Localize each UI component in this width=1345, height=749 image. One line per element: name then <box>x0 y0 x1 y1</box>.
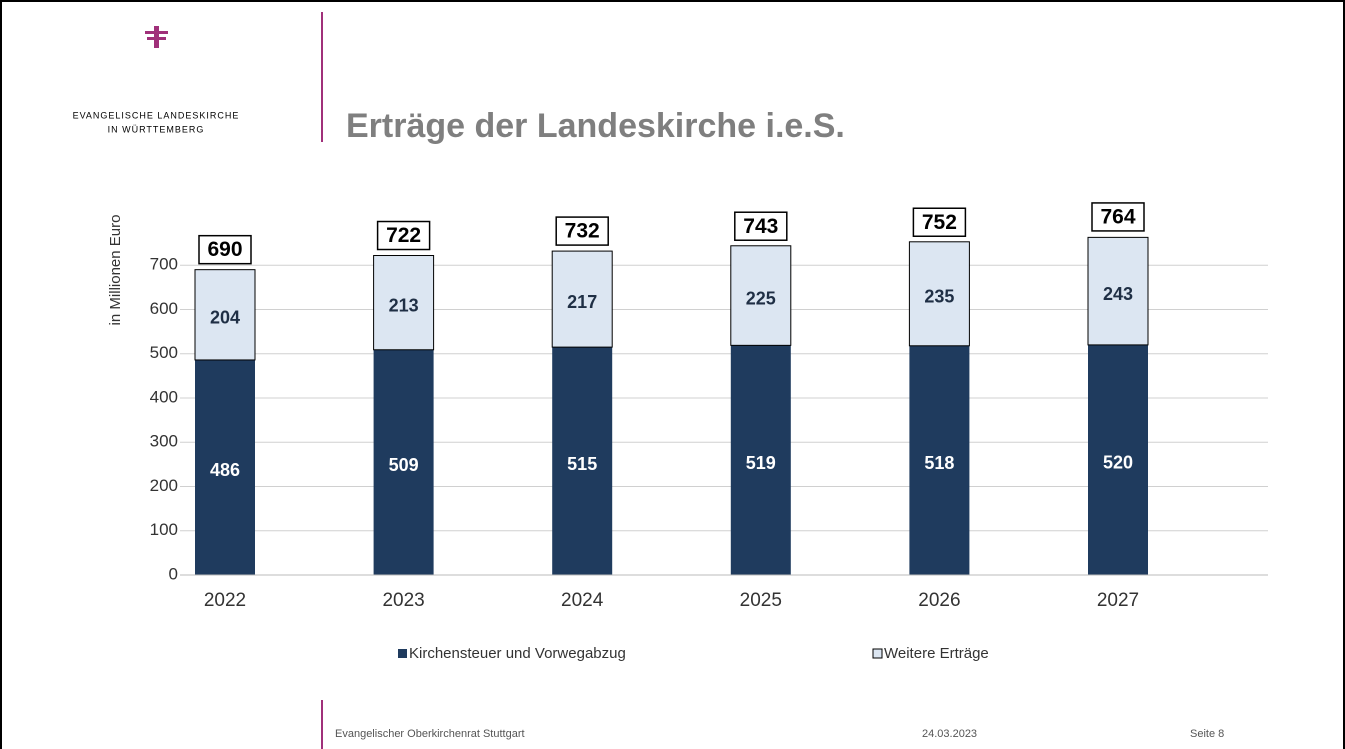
total-box <box>198 234 252 265</box>
bar-segment <box>373 255 435 351</box>
bar-segment <box>194 269 256 361</box>
org-name: In Württemberg <box>108 124 205 134</box>
bar-segment <box>195 359 255 575</box>
bar-segment <box>908 241 970 347</box>
legend-swatch <box>398 649 407 658</box>
footer-text: Evangelischer Oberkirchenrat Stuttgart <box>335 728 525 740</box>
total-box <box>912 207 967 237</box>
data-label: 520 <box>1103 453 1133 473</box>
data-label: 515 <box>567 454 597 474</box>
x-tick-label: 2027 <box>1097 590 1139 611</box>
total-box <box>555 216 609 246</box>
data-label: 509 <box>389 455 419 475</box>
data-label: 225 <box>746 288 776 308</box>
legend-label: Weitere Erträge <box>884 645 989 662</box>
total-label: 722 <box>386 224 421 247</box>
data-label: 519 <box>746 453 776 473</box>
data-label: 213 <box>389 295 419 315</box>
total-box <box>1091 202 1145 232</box>
bar-segment <box>909 345 970 575</box>
y-tick-label: 500 <box>150 343 178 362</box>
x-tick-label: 2025 <box>740 590 782 611</box>
data-label: 518 <box>924 453 954 473</box>
total-label: 743 <box>743 215 778 238</box>
footer-page: Seite 8 <box>1190 728 1224 740</box>
y-tick-label: 700 <box>150 255 178 274</box>
data-label: 486 <box>210 460 240 480</box>
bar-segment <box>730 345 791 575</box>
x-tick-label: 2022 <box>204 590 246 611</box>
data-label: 243 <box>1103 284 1133 304</box>
y-tick-label: 600 <box>150 299 178 318</box>
bar-segment <box>552 347 613 575</box>
x-tick-label: 2023 <box>382 590 424 611</box>
logo-cross <box>145 26 168 48</box>
y-tick-label: 400 <box>150 387 178 406</box>
y-tick-label: 300 <box>150 432 178 451</box>
bar-segment <box>373 349 434 575</box>
total-box <box>734 211 788 241</box>
data-label: 217 <box>567 292 597 312</box>
x-tick-label: 2024 <box>561 590 604 611</box>
y-tick-label: 0 <box>169 564 178 583</box>
total-label: 752 <box>922 211 957 234</box>
chart-title: Erträge der Landeskirche i.e.S. <box>346 107 845 145</box>
x-tick-label: 2026 <box>918 590 960 611</box>
legend-label: Kirchensteuer und Vorwegabzug <box>409 645 626 662</box>
total-label: 764 <box>1100 205 1135 228</box>
bar-segment <box>551 250 613 348</box>
data-label: 235 <box>924 287 954 307</box>
bar-segment <box>1088 344 1148 575</box>
total-box <box>376 220 431 251</box>
total-label: 732 <box>565 220 600 243</box>
bar-segment <box>730 245 792 346</box>
data-label: 204 <box>210 308 240 328</box>
y-tick-label: 200 <box>150 476 178 495</box>
legend-swatch <box>872 648 883 659</box>
footer-date: 24.03.2023 <box>922 728 977 740</box>
total-label: 690 <box>207 238 242 261</box>
y-tick-label: 100 <box>150 520 178 539</box>
org-name: Evangelische Landeskirche <box>73 110 240 120</box>
y-axis-label: in Millionen Euro <box>107 215 124 326</box>
bar-segment <box>1087 236 1149 346</box>
